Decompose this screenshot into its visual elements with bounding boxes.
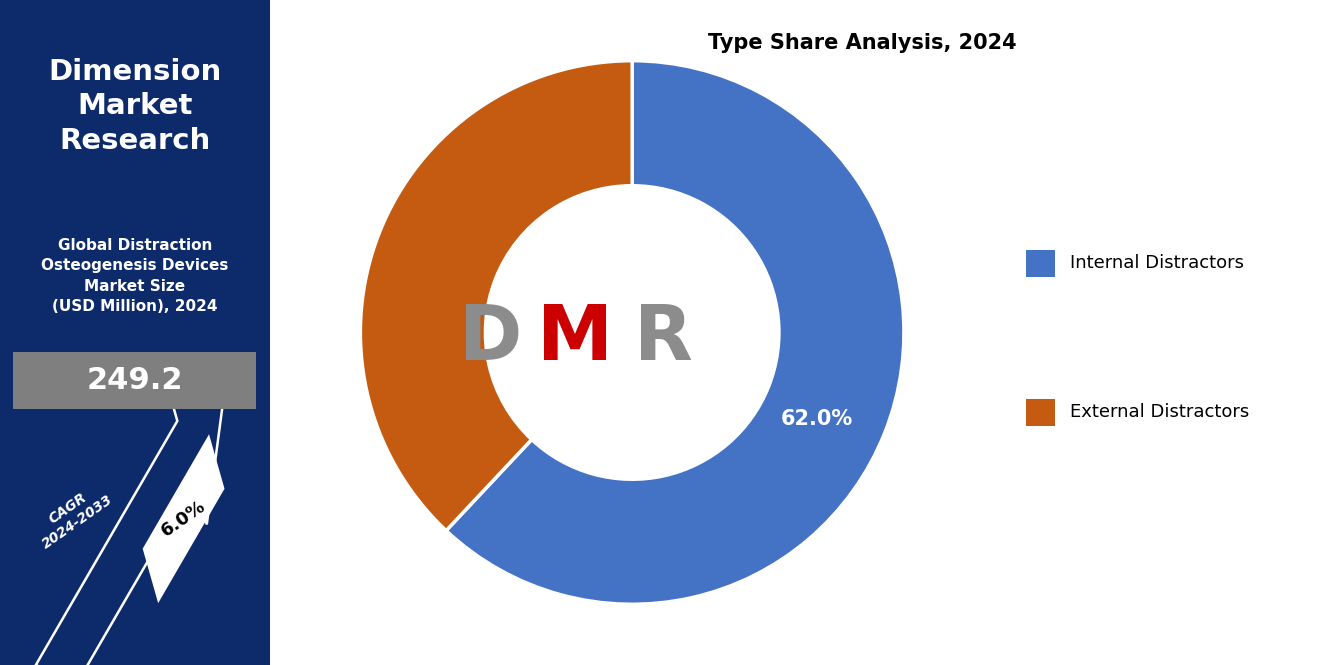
Text: CAGR
2024-2033: CAGR 2024-2033	[30, 479, 116, 552]
Text: External Distractors: External Distractors	[1069, 403, 1250, 422]
Polygon shape	[142, 434, 224, 603]
Text: R: R	[635, 302, 693, 376]
Text: 249.2: 249.2	[87, 366, 183, 395]
Text: Internal Distractors: Internal Distractors	[1069, 254, 1245, 273]
FancyBboxPatch shape	[13, 352, 257, 409]
Text: 6.0%: 6.0%	[158, 497, 209, 541]
Text: M: M	[537, 302, 612, 376]
Text: Global Distraction
Osteogenesis Devices
Market Size
(USD Million), 2024: Global Distraction Osteogenesis Devices …	[41, 238, 229, 314]
Text: D: D	[458, 302, 522, 376]
Wedge shape	[446, 61, 903, 604]
FancyBboxPatch shape	[1026, 250, 1055, 277]
FancyBboxPatch shape	[1026, 399, 1055, 426]
Text: Dimension
Market
Research: Dimension Market Research	[49, 58, 221, 155]
Text: Type Share Analysis, 2024: Type Share Analysis, 2024	[709, 33, 1017, 53]
Text: 62.0%: 62.0%	[781, 409, 852, 429]
Wedge shape	[361, 61, 632, 531]
